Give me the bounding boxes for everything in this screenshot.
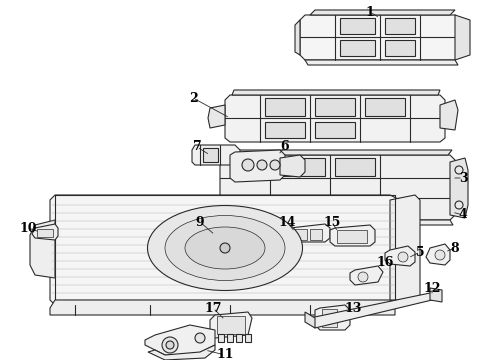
Circle shape — [257, 160, 267, 170]
Bar — [340, 18, 375, 34]
Text: 7: 7 — [193, 140, 201, 153]
Polygon shape — [330, 225, 375, 246]
Polygon shape — [430, 288, 442, 302]
Bar — [217, 316, 245, 334]
Text: 8: 8 — [451, 242, 459, 255]
Polygon shape — [310, 10, 455, 15]
Bar — [275, 158, 325, 176]
Bar — [322, 309, 337, 327]
Bar — [365, 98, 405, 116]
Bar — [315, 122, 355, 138]
Polygon shape — [220, 155, 455, 220]
Text: 6: 6 — [281, 140, 289, 153]
Circle shape — [270, 160, 280, 170]
Polygon shape — [208, 105, 225, 128]
Polygon shape — [310, 293, 432, 328]
Circle shape — [220, 243, 230, 253]
Bar — [203, 148, 218, 162]
Bar — [335, 158, 375, 176]
Polygon shape — [350, 266, 383, 285]
Circle shape — [242, 159, 254, 171]
Bar — [235, 200, 265, 218]
Polygon shape — [225, 95, 445, 142]
Bar — [385, 40, 415, 56]
Polygon shape — [455, 15, 470, 60]
Bar — [265, 98, 305, 116]
Circle shape — [195, 333, 205, 343]
Bar — [275, 200, 325, 218]
Text: 4: 4 — [459, 208, 467, 221]
Polygon shape — [305, 312, 315, 328]
Ellipse shape — [185, 227, 265, 269]
Circle shape — [435, 250, 445, 260]
Polygon shape — [148, 345, 215, 360]
Polygon shape — [145, 325, 215, 355]
Text: 1: 1 — [366, 5, 374, 18]
Bar — [385, 18, 415, 34]
Polygon shape — [315, 305, 350, 330]
Polygon shape — [210, 312, 252, 338]
Bar — [265, 122, 305, 138]
Polygon shape — [50, 195, 400, 305]
Polygon shape — [32, 224, 58, 240]
Circle shape — [455, 201, 463, 209]
Text: 12: 12 — [423, 282, 441, 294]
Circle shape — [162, 337, 178, 353]
Text: 5: 5 — [416, 246, 424, 258]
Polygon shape — [426, 244, 450, 265]
Polygon shape — [227, 150, 452, 155]
Ellipse shape — [147, 206, 302, 291]
Circle shape — [455, 166, 463, 174]
Polygon shape — [30, 220, 55, 278]
Polygon shape — [300, 15, 460, 60]
Bar — [340, 40, 375, 56]
Polygon shape — [385, 246, 415, 266]
Polygon shape — [390, 195, 420, 300]
Text: 2: 2 — [189, 91, 197, 104]
Text: 3: 3 — [459, 171, 467, 184]
Bar — [37, 229, 53, 237]
Polygon shape — [305, 60, 458, 65]
Polygon shape — [236, 334, 242, 342]
Text: 11: 11 — [216, 348, 234, 360]
Polygon shape — [280, 155, 305, 177]
Bar — [235, 158, 265, 176]
Polygon shape — [50, 300, 395, 315]
Polygon shape — [192, 145, 240, 165]
Text: 17: 17 — [204, 302, 222, 315]
Text: 14: 14 — [278, 216, 296, 229]
Polygon shape — [232, 90, 440, 95]
Ellipse shape — [165, 216, 285, 280]
Polygon shape — [450, 158, 468, 218]
Polygon shape — [225, 220, 453, 225]
Polygon shape — [218, 334, 224, 342]
Bar — [337, 230, 367, 243]
Text: 16: 16 — [376, 256, 393, 270]
Polygon shape — [295, 20, 300, 55]
Circle shape — [358, 272, 368, 282]
Text: 15: 15 — [323, 216, 341, 229]
Text: 9: 9 — [196, 216, 204, 229]
Circle shape — [166, 341, 174, 349]
Bar — [315, 98, 355, 116]
Polygon shape — [440, 100, 458, 130]
Polygon shape — [227, 334, 233, 342]
Bar — [292, 229, 307, 240]
Bar — [310, 229, 322, 240]
Polygon shape — [245, 334, 251, 342]
Polygon shape — [285, 224, 330, 242]
Circle shape — [398, 252, 408, 262]
Text: 13: 13 — [344, 302, 362, 315]
Polygon shape — [230, 150, 285, 182]
Text: 10: 10 — [19, 221, 37, 234]
